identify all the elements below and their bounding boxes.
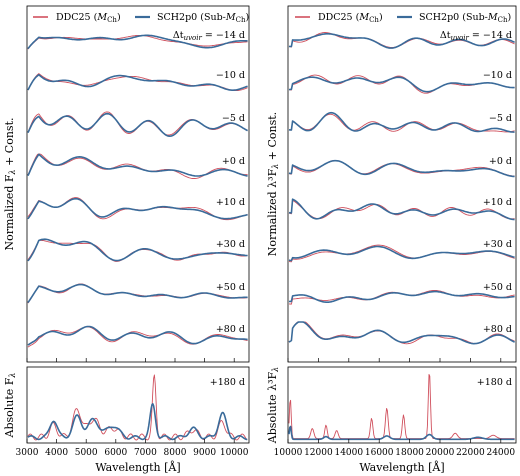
epoch-label-p180: +180 d [210,377,245,388]
xtick-5000: 5000 [75,448,98,458]
left-sch2p0-epoch-2 [27,112,248,137]
epoch-label-p10: +10 d [216,197,245,208]
xtick-r-20000: 20000 [426,448,455,458]
left-ddc25-epoch-2 [27,111,248,136]
xtick-r-12000: 12000 [304,448,333,458]
right-sch2p0-epoch-1 [288,76,515,93]
right-xtick-labels: 10000 12000 14000 16000 18000 20000 2200… [274,448,516,458]
xtick-7000: 7000 [134,448,157,458]
left-sch2p0-epoch-7 [27,325,248,346]
xtick-9000: 9000 [193,448,216,458]
left-legend: DDC25 (MCh) SCH2p0 (Sub-MCh) [33,12,249,24]
left-ddc25-epoch-0 [27,34,248,50]
left-main-axes [26,5,250,363]
epoch-label-p0-right: +0 d [489,156,512,167]
right-sch2p0-epoch-6 [288,290,515,303]
epoch-label-m5: −5 d [222,113,245,124]
right-ddc25-epoch-7 [288,321,515,345]
right-ylabel: Normalized λ³Fλ + Const. [266,112,280,256]
left-epoch-labels: Δtuvoir = −14 d −10 d −5 d +0 d +10 d +3… [173,30,245,388]
right-xlabel: Wavelength [Å] [359,460,444,474]
left-ddc25-epoch-3 [27,153,248,179]
xtick-r-24000: 24000 [486,448,515,458]
epoch-label-m10-right: −10 d [483,70,512,81]
right-sch2p0-epoch-0 [288,33,515,49]
right-main-axes [287,5,517,363]
xtick-r-16000: 16000 [365,448,394,458]
right-sch2p0-epoch-2 [288,111,515,133]
xtick-r-14000: 14000 [334,448,363,458]
epoch-label-m14: Δtuvoir = −14 d [173,30,245,42]
right-nebular-axes [287,366,517,444]
xtick-r-18000: 18000 [395,448,424,458]
epoch-label-p180-right: +180 d [477,377,512,388]
epoch-label-p30-right: +30 d [483,239,512,250]
left-xtick-labels: 3000 4000 5000 6000 7000 8000 9000 10000 [16,448,249,458]
right-sch2p0-epoch-7 [288,321,515,345]
legend-label-ddc25: DDC25 (MCh) [56,12,121,24]
xtick-3000: 3000 [16,448,39,458]
spectra-lines [27,32,515,441]
epoch-label-p50: +50 d [216,282,245,293]
xtick-10000: 10000 [220,448,249,458]
left-nebular-axes [26,366,250,444]
right-sch2p0-epoch-4 [288,198,515,221]
epoch-label-m5-right: −5 d [489,113,512,124]
epoch-label-m14-right: Δtuvoir = −14 d [440,30,512,42]
left-nebular-ylabel: Absolute Fλ [3,373,17,439]
epoch-label-m10: −10 d [216,70,245,81]
epoch-label-p50-right: +50 d [483,282,512,293]
left-sch2p0-epoch-6 [27,283,248,304]
left-xlabel: Wavelength [Å] [95,460,180,474]
nebular-left-sch2p0 [27,403,248,441]
xtick-6000: 6000 [104,448,127,458]
left-sch2p0-epoch-1 [27,73,248,91]
xtick-4000: 4000 [45,448,68,458]
epoch-label-p80-right: +80 d [483,324,512,335]
xtick-r-22000: 22000 [456,448,485,458]
right-sch2p0-epoch-3 [288,159,515,178]
legend-label-ddc25-right: DDC25 (MCh) [318,12,383,24]
epoch-label-p10-right: +10 d [483,197,512,208]
epoch-label-p30: +30 d [216,239,245,250]
right-nebular-ylabel: Absolute λ³Fλ [266,367,280,444]
nebular-right-sch2p0 [288,425,515,441]
left-ddc25-epoch-1 [27,73,248,91]
right-ddc25-epoch-5 [288,244,515,263]
epoch-label-p0: +0 d [222,156,245,167]
left-ylabel: Normalized Fλ + Const. [3,118,17,251]
legend-label-sch2p0-right: SCH2p0 (Sub-MCh) [419,12,511,24]
xtick-r-10000: 10000 [274,448,303,458]
right-epoch-labels: Δtuvoir = −14 d −10 d −5 d +0 d +10 d +3… [440,30,512,388]
left-sch2p0-epoch-4 [27,197,248,220]
axis-ticks [26,358,502,443]
left-ddc25-epoch-7 [27,326,248,348]
epoch-label-p80: +80 d [216,324,245,335]
nebular-right-ddc25 [288,373,515,440]
left-sch2p0-epoch-0 [27,34,248,50]
legend-label-sch2p0: SCH2p0 (Sub-MCh) [157,12,249,24]
right-sch2p0-epoch-5 [288,245,515,262]
left-sch2p0-epoch-5 [27,238,248,262]
left-sch2p0-epoch-3 [27,153,248,177]
left-ddc25-epoch-6 [27,283,248,304]
right-legend: DDC25 (MCh) SCH2p0 (Sub-MCh) [295,12,511,24]
xtick-8000: 8000 [164,448,187,458]
